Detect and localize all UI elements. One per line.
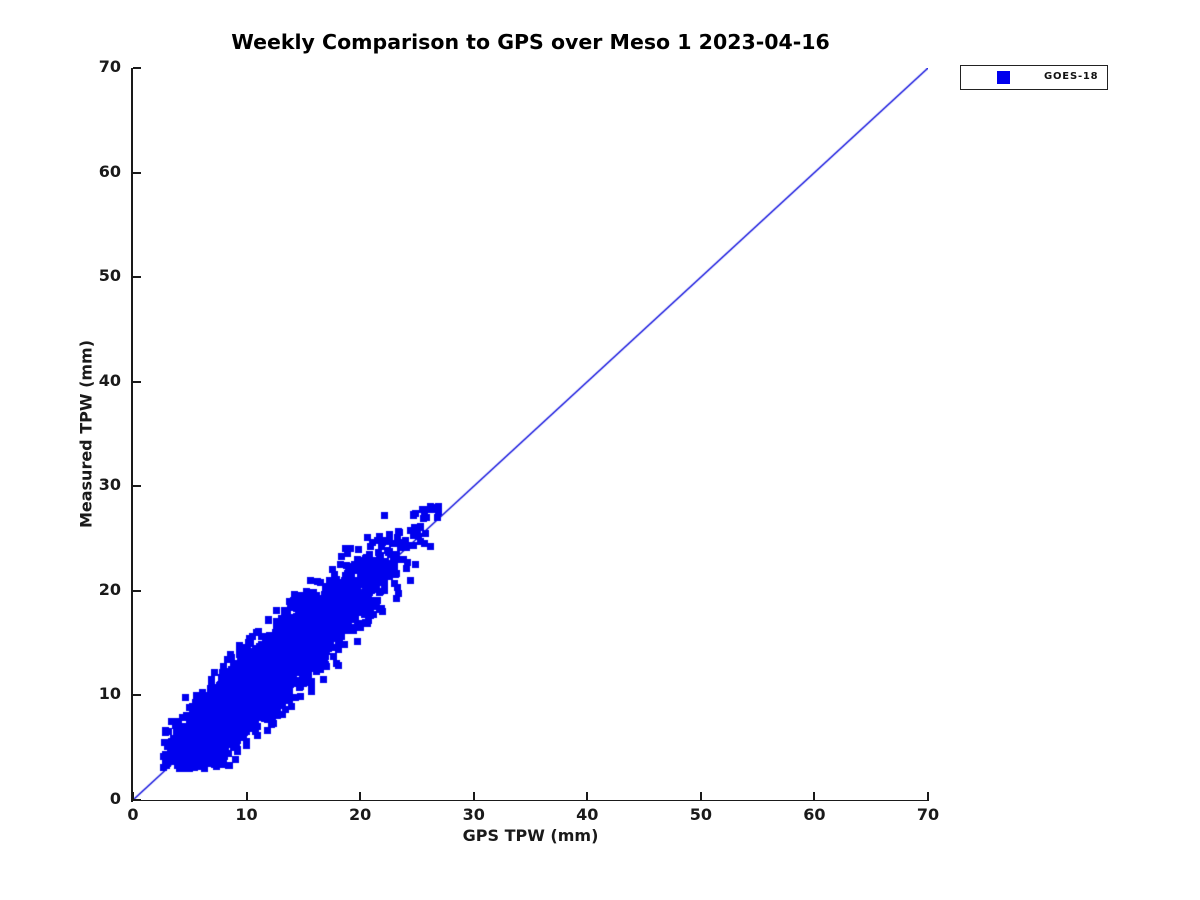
x-tick-label: 50 xyxy=(689,805,712,824)
x-tick-label: 30 xyxy=(462,805,485,824)
chart-title: Weekly Comparison to GPS over Meso 1 202… xyxy=(231,30,830,54)
y-tick-label: 50 xyxy=(98,266,121,286)
x-tick-label: 10 xyxy=(235,805,258,824)
x-tick-mark xyxy=(245,792,248,800)
x-tick-mark xyxy=(699,792,702,800)
x-axis-label: GPS TPW (mm) xyxy=(462,826,599,845)
x-axis-spine xyxy=(131,799,929,801)
y-tick-label: 20 xyxy=(98,579,121,599)
y-tick-mark xyxy=(133,589,141,592)
x-tick-mark xyxy=(813,792,816,800)
y-tick-mark xyxy=(133,171,141,174)
y-axis-label: Measured TPW (mm) xyxy=(76,339,96,529)
y-tick-label: 30 xyxy=(98,475,121,495)
x-tick-label: 70 xyxy=(916,805,940,824)
x-tick-mark xyxy=(132,792,134,800)
x-tick-mark xyxy=(927,792,929,800)
legend: GOES-18 xyxy=(960,65,1108,90)
x-tick-label: 20 xyxy=(349,805,372,824)
y-tick-label: 0 xyxy=(109,789,121,808)
legend-label: GOES-18 xyxy=(1044,71,1099,82)
x-tick-label: 60 xyxy=(803,805,826,824)
scatter-canvas xyxy=(133,68,928,800)
y-tick-mark xyxy=(133,485,141,488)
y-tick-label: 70 xyxy=(98,57,121,76)
x-tick-label: 40 xyxy=(576,805,599,824)
y-tick-mark xyxy=(133,67,141,69)
x-tick-mark xyxy=(586,792,589,800)
legend-marker-square-icon xyxy=(997,71,1010,84)
y-tick-mark xyxy=(133,799,141,801)
y-tick-mark xyxy=(133,694,141,697)
y-axis-spine xyxy=(131,68,133,802)
y-tick-label: 10 xyxy=(98,684,121,704)
y-tick-mark xyxy=(133,380,141,383)
y-tick-label: 40 xyxy=(98,370,121,390)
x-tick-mark xyxy=(472,792,475,800)
y-tick-mark xyxy=(133,276,141,279)
x-tick-mark xyxy=(359,792,362,800)
x-tick-label: 0 xyxy=(127,805,139,824)
y-tick-label: 60 xyxy=(98,161,121,181)
plot-area: 0 10 20 30 40 50 60 70 0 10 20 30 40 50 60 70 xyxy=(99,57,939,824)
